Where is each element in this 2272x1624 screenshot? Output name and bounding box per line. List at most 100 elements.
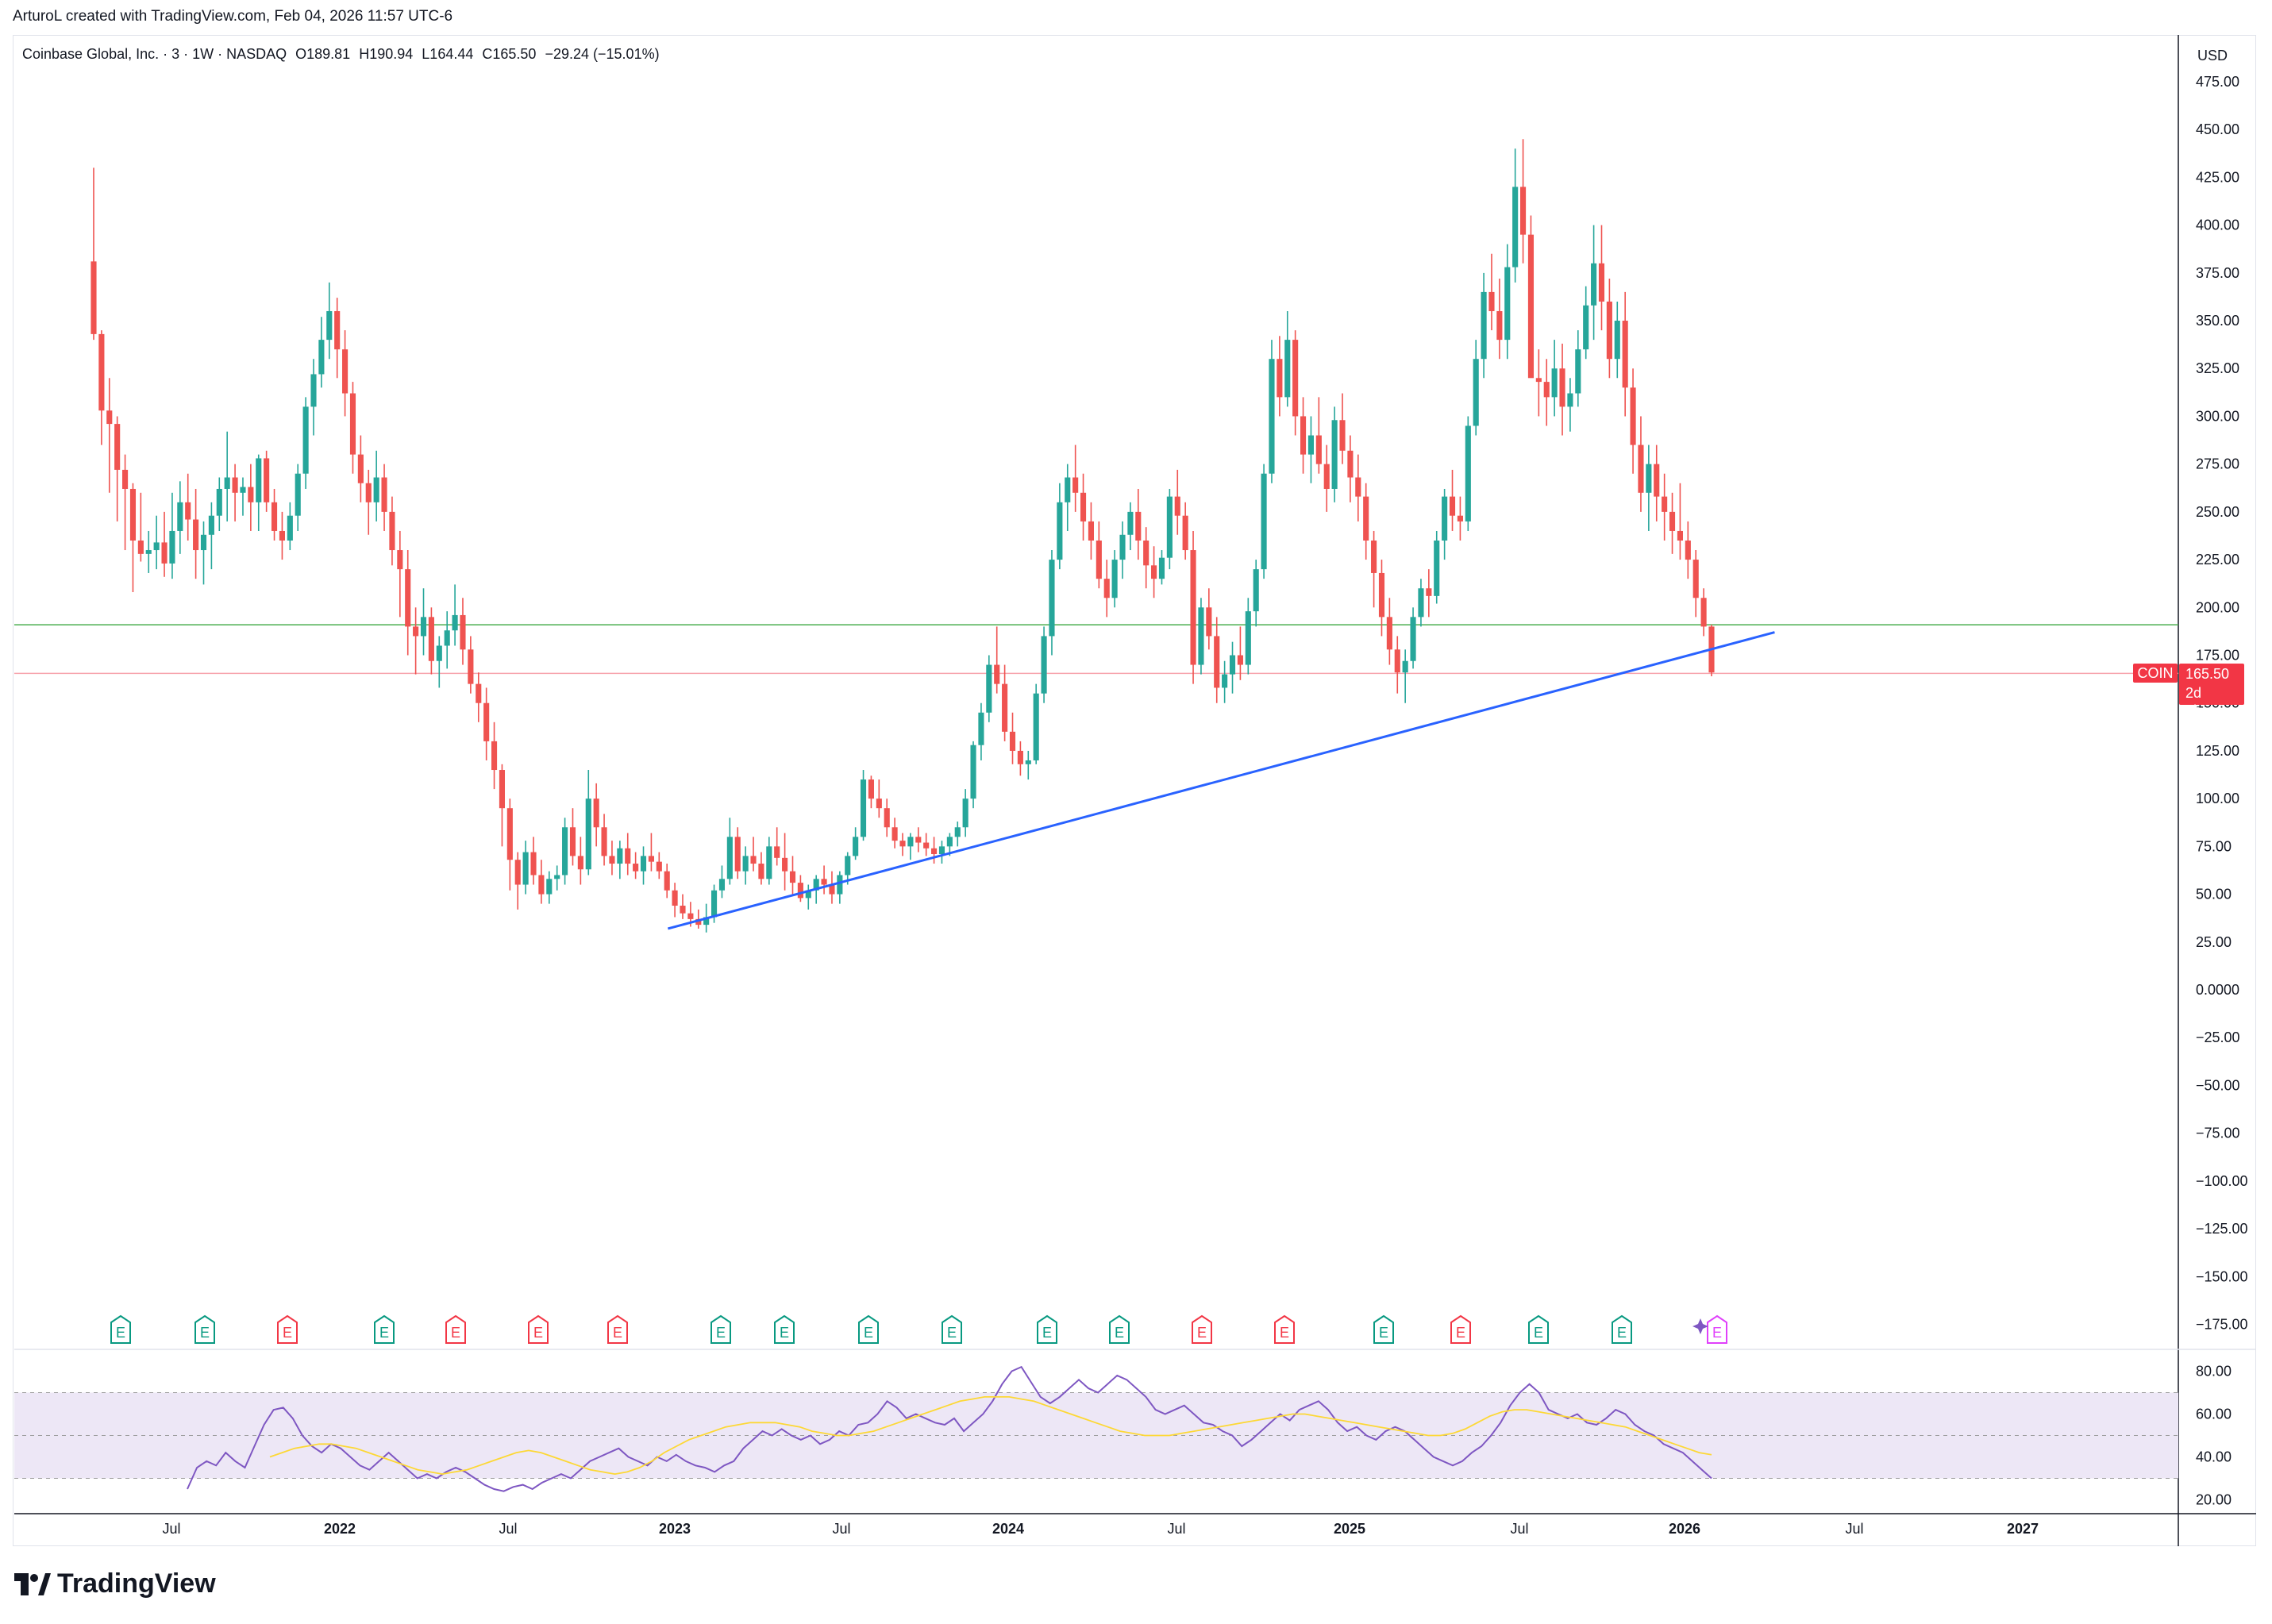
x-tick-label: 2024 (992, 1521, 1024, 1537)
y-tick-label: 100.00 (2196, 791, 2239, 806)
rsi-line (187, 1365, 1712, 1492)
candle-body (687, 913, 694, 919)
candle-body (585, 799, 591, 870)
candle-body (1347, 450, 1354, 478)
symbol-title[interactable]: Coinbase Global, Inc. · 3 · 1W · NASDAQ (22, 46, 287, 62)
candle-body (1583, 305, 1589, 350)
candle-body (946, 837, 953, 847)
price-tag-countdown: 2d 4h (2185, 685, 2202, 718)
candle-body (506, 808, 513, 860)
rsi-tick-label: 20.00 (2196, 1492, 2232, 1508)
candle-body (1394, 649, 1400, 673)
candle-body (1504, 267, 1511, 341)
rsi-tick-label: 80.00 (2196, 1364, 2232, 1380)
y-tick-label: −50.00 (2196, 1077, 2240, 1093)
candle-body (766, 846, 772, 879)
candle-body (90, 261, 97, 334)
candle-body (609, 856, 615, 864)
earnings-marker-label: E (613, 1325, 622, 1341)
candle-body (1174, 496, 1180, 516)
candle-body (1488, 291, 1495, 311)
earnings-marker-icon (710, 1314, 731, 1344)
x-tick-label: Jul (162, 1521, 180, 1537)
candle-body (1065, 477, 1071, 502)
y-tick-label: 200.00 (2196, 599, 2239, 615)
earnings-marker-icon (110, 1314, 131, 1344)
candle-body (1520, 187, 1527, 235)
candle-body (1190, 550, 1196, 665)
y-tick-label: 325.00 (2196, 360, 2239, 376)
earnings-marker-icon (1528, 1314, 1549, 1344)
candle-body (1111, 560, 1118, 598)
earnings-marker-icon (1373, 1314, 1394, 1344)
candle-body (1442, 496, 1448, 541)
candle-body (970, 745, 976, 799)
y-tick-label: 375.00 (2196, 265, 2239, 281)
candle-body (248, 487, 254, 502)
candle-body (853, 837, 859, 856)
candle-body (1017, 750, 1023, 764)
candle-body (1449, 496, 1456, 516)
candle-body (891, 827, 898, 841)
y-tick-label: 0.0000 (2196, 982, 2239, 998)
earnings-marker-label: E (1197, 1325, 1207, 1341)
earnings-marker-label: E (947, 1325, 957, 1341)
candle-body (923, 842, 930, 849)
candle-body (302, 406, 309, 474)
price-tag-price: 165.50 (2185, 666, 2230, 682)
candle-body (1166, 496, 1173, 558)
currency-button[interactable]: USD (2197, 48, 2228, 63)
earnings-marker-label: E (1456, 1325, 1465, 1341)
candle-body (656, 861, 662, 872)
candle-body (577, 856, 583, 870)
candle-body (938, 846, 945, 854)
candle-body (1355, 477, 1361, 497)
x-tick-label: Jul (832, 1521, 850, 1537)
candle-body (1410, 617, 1416, 661)
candle-body (1033, 693, 1039, 760)
x-tick-label: 2026 (1669, 1521, 1700, 1537)
candle-body (1575, 349, 1581, 394)
candle-body (1496, 310, 1503, 341)
candle-body (256, 458, 262, 502)
y-tick-label: 250.00 (2196, 504, 2239, 520)
earnings-marker-label: E (716, 1325, 726, 1341)
candle-body (1245, 611, 1251, 665)
candle-body (884, 808, 890, 828)
candle-body (1222, 674, 1228, 688)
candle-body (1512, 187, 1519, 267)
y-tick-label: 275.00 (2196, 456, 2239, 472)
candle-body (986, 664, 992, 713)
candle-body (177, 502, 183, 531)
candle-body (1229, 655, 1236, 675)
candle-body (357, 454, 364, 483)
rsi-tick-label: 40.00 (2196, 1449, 2232, 1465)
candle-body (405, 569, 411, 627)
y-tick-label: 350.00 (2196, 313, 2239, 329)
candle-body (1009, 731, 1016, 751)
y-tick-label: 225.00 (2196, 552, 2239, 568)
candle-body (1284, 340, 1291, 398)
candle-body (640, 856, 647, 872)
candle-body (365, 483, 372, 502)
x-tick-label: Jul (1510, 1521, 1528, 1537)
candle-body (695, 918, 702, 926)
earnings-marker-label: E (200, 1325, 210, 1341)
candle-body (931, 848, 938, 854)
candle-body (514, 860, 521, 885)
tradingview-brand[interactable]: TradingView (14, 1568, 216, 1599)
earnings-marker-icon (1612, 1314, 1632, 1344)
candle-body (287, 515, 293, 541)
candle-body (1269, 359, 1275, 474)
candle-body (169, 530, 175, 564)
candle-body (1418, 588, 1424, 618)
candle-body (538, 875, 545, 895)
earnings-marker-icon (607, 1314, 628, 1344)
earnings-marker-label: E (1280, 1325, 1289, 1341)
candle-body (899, 841, 906, 847)
candle-body (1426, 588, 1432, 596)
candle-body (98, 333, 105, 411)
candle-body (1481, 291, 1487, 360)
candle-body (522, 852, 529, 885)
